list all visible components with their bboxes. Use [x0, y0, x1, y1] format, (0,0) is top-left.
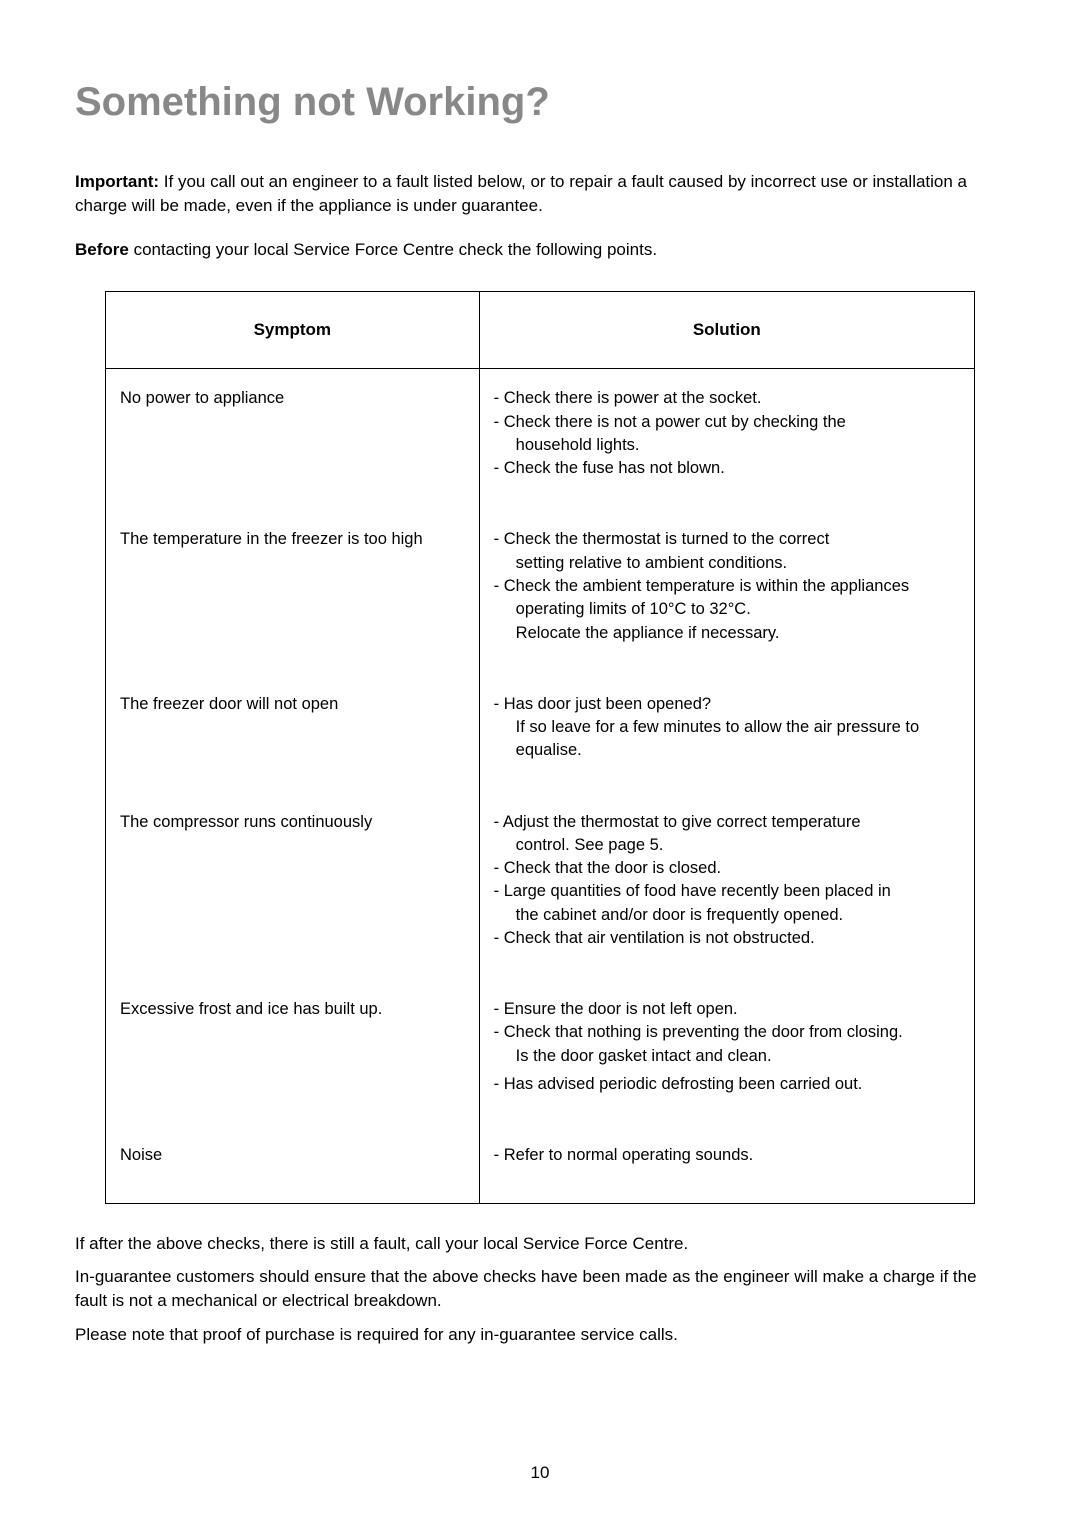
after-p3: Please note that proof of purchase is re… [75, 1323, 1005, 1347]
important-text: If you call out an engineer to a fault l… [75, 172, 967, 215]
after-p1: If after the above checks, there is stil… [75, 1232, 1005, 1256]
solution-line: - Check the thermostat is turned to the … [494, 528, 960, 550]
important-label: Important: [75, 172, 159, 191]
after-p2: In-guarantee customers should ensure tha… [75, 1265, 1005, 1313]
page-number: 10 [0, 1463, 1080, 1483]
solution-line: - Check the ambient temperature is withi… [494, 575, 960, 597]
solution-line: operating limits of 10°C to 32°C. [494, 598, 960, 620]
table-row: The freezer door will not open- Has door… [106, 675, 975, 793]
solution-line: - Has door just been opened? [494, 693, 960, 715]
solution-line: Is the door gasket intact and clean. [494, 1045, 960, 1067]
table-row: The temperature in the freezer is too hi… [106, 510, 975, 674]
solution-line: - Check the fuse has not blown. [494, 457, 960, 479]
symptom-cell: Noise [106, 1126, 480, 1203]
solution-line: household lights. [494, 434, 960, 456]
table-row: Noise - Refer to normal operating sounds. [106, 1126, 975, 1203]
solution-cell: - Adjust the thermostat to give correct … [479, 793, 974, 981]
solution-cell: - Refer to normal operating sounds. [479, 1126, 974, 1203]
solution-cell: - Check there is power at the socket.- C… [479, 369, 974, 511]
solution-line: - Refer to normal operating sounds. [494, 1144, 960, 1166]
solution-cell: - Ensure the door is not left open.- Che… [479, 980, 974, 1126]
solution-line: - Adjust the thermostat to give correct … [494, 811, 960, 833]
intro-important: Important: If you call out an engineer t… [75, 170, 1005, 218]
solution-line: - Ensure the door is not left open. [494, 998, 960, 1020]
solution-line: If so leave for a few minutes to allow t… [494, 716, 960, 738]
after-text-block: If after the above checks, there is stil… [75, 1232, 1005, 1347]
solution-line: - Large quantities of food have recently… [494, 880, 960, 902]
intro-before: Before contacting your local Service For… [75, 238, 1005, 262]
solution-line: - Check there is power at the socket. [494, 387, 960, 409]
solution-line: - Check there is not a power cut by chec… [494, 411, 960, 433]
solution-line: Relocate the appliance if necessary. [494, 622, 960, 644]
page-title: Something not Working? [75, 80, 1005, 125]
solution-line: setting relative to ambient conditions. [494, 552, 960, 574]
solution-cell: - Has door just been opened?If so leave … [479, 675, 974, 793]
solution-line: - Check that the door is closed. [494, 857, 960, 879]
table-row: Excessive frost and ice has built up.- E… [106, 980, 975, 1126]
symptom-cell: The temperature in the freezer is too hi… [106, 510, 480, 674]
symptom-cell: The freezer door will not open [106, 675, 480, 793]
table-header-row: Symptom Solution [106, 292, 975, 369]
solution-line: control. See page 5. [494, 834, 960, 856]
before-label: Before [75, 240, 129, 259]
header-symptom: Symptom [106, 292, 480, 369]
symptom-cell: Excessive frost and ice has built up. [106, 980, 480, 1126]
before-text: contacting your local Service Force Cent… [129, 240, 657, 259]
table-row: The compressor runs continuously - Adjust… [106, 793, 975, 981]
table-row: No power to appliance- Check there is po… [106, 369, 975, 511]
solution-line: - Check that air ventilation is not obst… [494, 927, 960, 949]
symptom-cell: The compressor runs continuously [106, 793, 480, 981]
symptom-cell: No power to appliance [106, 369, 480, 511]
troubleshooting-table: Symptom Solution No power to appliance- … [105, 291, 975, 1203]
solution-cell: - Check the thermostat is turned to the … [479, 510, 974, 674]
header-solution: Solution [479, 292, 974, 369]
solution-line: - Check that nothing is preventing the d… [494, 1021, 960, 1043]
solution-line: equalise. [494, 739, 960, 761]
solution-line: the cabinet and/or door is frequently op… [494, 904, 960, 926]
solution-line: - Has advised periodic defrosting been c… [494, 1073, 960, 1095]
